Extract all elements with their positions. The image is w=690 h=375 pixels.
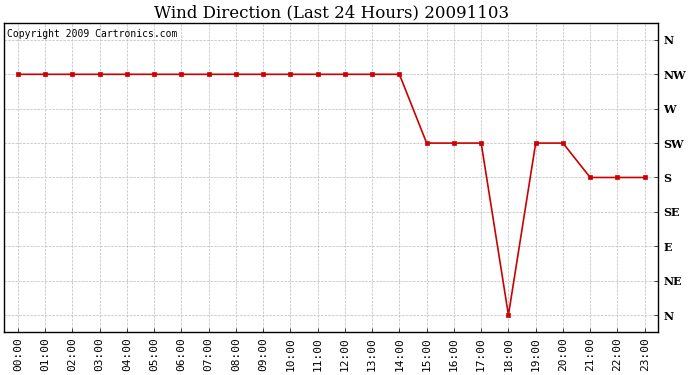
Text: Copyright 2009 Cartronics.com: Copyright 2009 Cartronics.com (8, 29, 178, 39)
Title: Wind Direction (Last 24 Hours) 20091103: Wind Direction (Last 24 Hours) 20091103 (154, 4, 509, 21)
